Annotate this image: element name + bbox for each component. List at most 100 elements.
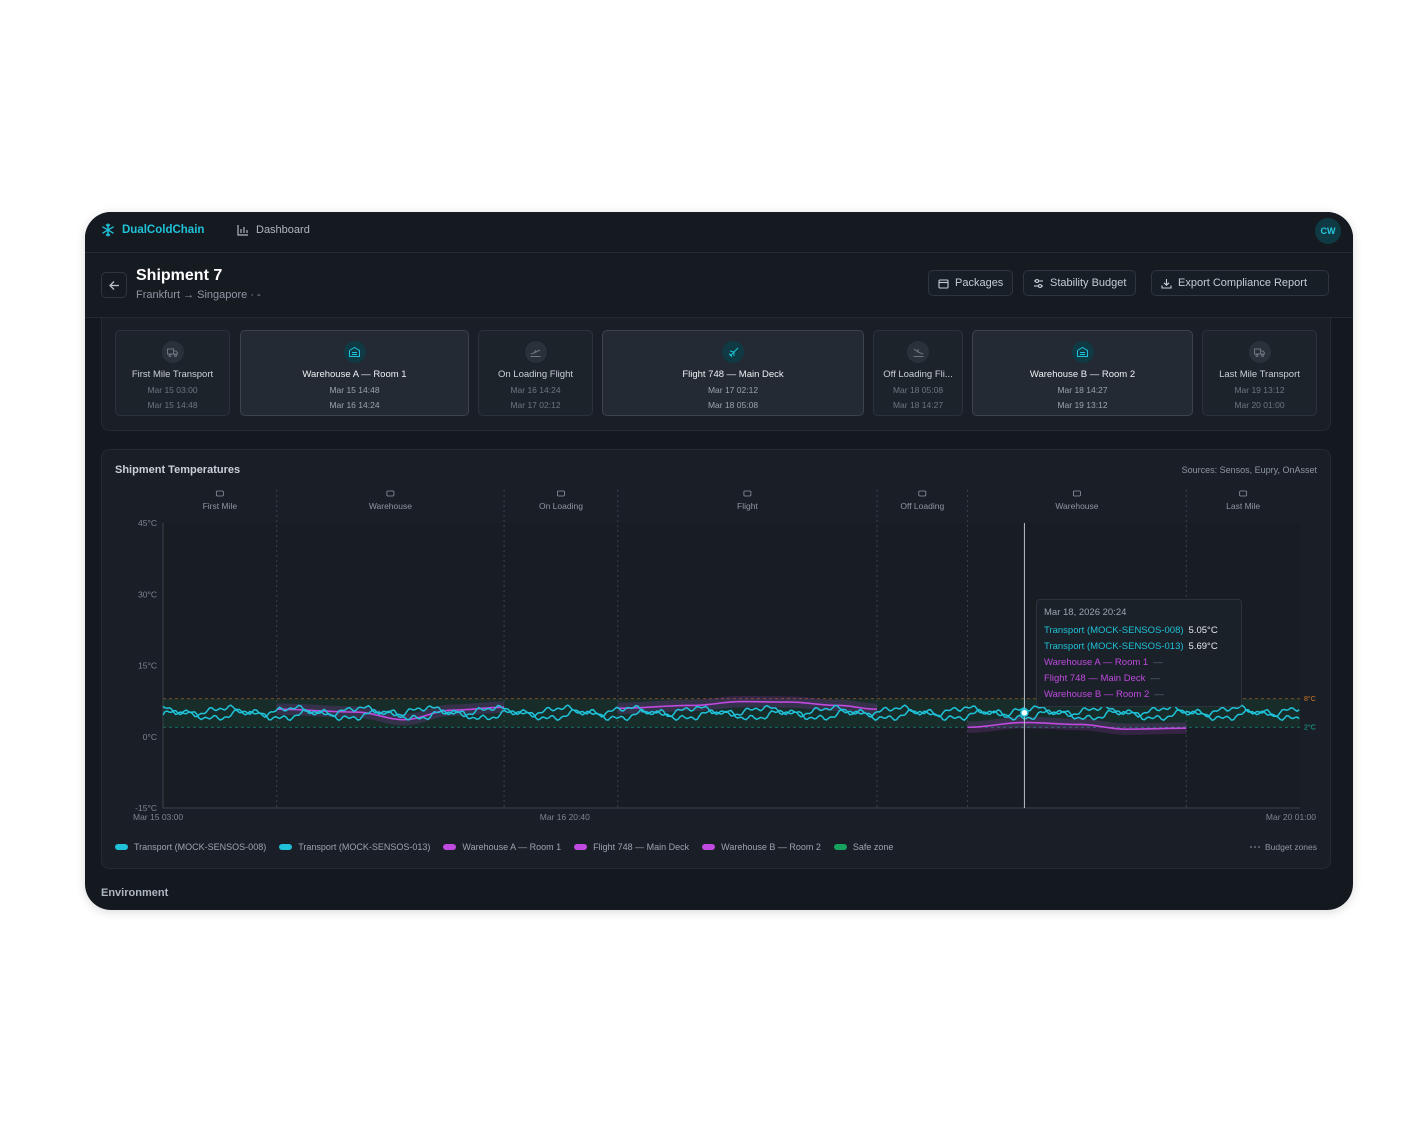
legend-swatch <box>702 844 716 850</box>
tooltip-row: Warehouse B — Room 2 — <box>1044 689 1164 700</box>
warehouse-icon <box>343 341 366 363</box>
timeline-card-start: Mar 19 13:12 <box>1234 385 1285 395</box>
budget-low-label: 2°C <box>1304 723 1316 731</box>
temperature-chart-card: Shipment Temperatures Sources: Sensos, E… <box>101 449 1331 869</box>
plane-icon <box>722 341 744 363</box>
timeline-card-name: On Loading Flight <box>498 369 573 380</box>
phase-icon <box>386 490 395 497</box>
timeline-card-warehouse-b[interactable]: Warehouse B — Room 2 Mar 18 14:27 Mar 19… <box>972 330 1193 416</box>
legend-swatch <box>115 844 128 850</box>
y-tick-label: 45°C <box>138 518 157 528</box>
timeline-card-on-loading[interactable]: On Loading Flight Mar 16 14:24 Mar 17 02… <box>478 330 593 416</box>
tooltip-row: Flight 748 — Main Deck — <box>1044 673 1160 684</box>
back-button[interactable] <box>101 272 127 298</box>
legend-label: Transport (MOCK-SENSOS-013) <box>298 842 431 852</box>
legend-item[interactable]: Transport (MOCK-SENSOS-013) <box>279 842 430 852</box>
y-tick-label: -15°C <box>135 803 157 813</box>
legend-item[interactable]: Transport (MOCK-SENSOS-008) <box>115 842 266 852</box>
snowflake-icon <box>102 223 114 237</box>
export-report-button[interactable]: Export Compliance Report <box>1151 270 1329 296</box>
timeline-card-end: Mar 17 02:12 <box>510 400 561 410</box>
top-nav: DualColdChain Dashboard CW <box>85 212 1353 253</box>
tooltip-row: Transport (MOCK-SENSOS-008) 5.05°C <box>1044 625 1218 636</box>
avatar[interactable]: CW <box>1315 218 1341 244</box>
phase-icon <box>215 490 224 497</box>
timeline-card-start: Mar 18 05:08 <box>892 385 944 395</box>
cursor-point <box>1020 708 1029 718</box>
timeline-card-start: Mar 15 14:48 <box>329 385 380 395</box>
phase-label: Warehouse <box>369 501 412 511</box>
legend-swatch <box>443 844 457 850</box>
export-report-label: Export Compliance Report <box>1178 277 1308 289</box>
nav-dashboard-label: Dashboard <box>256 224 310 236</box>
timeline-card-name: Warehouse B — Room 2 <box>1029 369 1136 380</box>
tooltip-label: Warehouse A — Room 1 <box>1044 657 1149 668</box>
dashed-line-icon <box>1250 846 1261 848</box>
tooltip-label: Flight 748 — Main Deck <box>1044 673 1146 684</box>
plane-landing-icon <box>907 341 929 363</box>
tooltip-value: — <box>1154 689 1164 700</box>
series-line <box>162 704 1300 718</box>
phase-icon <box>1073 490 1081 497</box>
timeline-card-start: Mar 15 03:00 <box>147 385 198 395</box>
page-header: Shipment 7 Frankfurt → Singapore · - Pac… <box>85 253 1353 318</box>
timeline-card-end: Mar 18 05:08 <box>707 400 759 410</box>
x-tick-label: Mar 20 01:00 <box>1266 812 1316 822</box>
y-tick-label: 30°C <box>138 589 157 599</box>
timeline-card-end: Mar 20 01:00 <box>1234 400 1285 410</box>
timeline-card-last-mile[interactable]: Last Mile Transport Mar 19 13:12 Mar 20 … <box>1202 330 1317 416</box>
series-line <box>162 708 1300 722</box>
budget-zones-legend: Budget zones <box>1250 842 1317 852</box>
warehouse-icon <box>1071 341 1094 363</box>
timeline-card-name: Last Mile Transport <box>1219 369 1300 380</box>
truck-icon <box>161 341 184 363</box>
arrow-left-icon <box>108 280 119 290</box>
brand-name: DualColdChain <box>122 224 205 236</box>
timeline-card-first-mile[interactable]: First Mile Transport Mar 15 03:00 Mar 15… <box>115 330 230 416</box>
chart-legend: Transport (MOCK-SENSOS-008) Transport (M… <box>115 842 893 852</box>
stability-budget-button[interactable]: Stability Budget <box>1023 270 1137 296</box>
sliders-icon <box>1034 278 1043 288</box>
plane-takeoff-icon <box>524 341 547 363</box>
app-window: DualColdChain Dashboard CW Shipment 7 Fr… <box>85 212 1353 910</box>
legend-swatch <box>279 844 293 850</box>
timeline-card-name: Flight 748 — Main Deck <box>682 369 784 380</box>
timeline-card-warehouse-a[interactable]: Warehouse A — Room 1 Mar 15 14:48 Mar 16… <box>240 330 469 416</box>
y-tick-label: 0°C <box>143 732 157 742</box>
brand-logo[interactable]: DualColdChain <box>101 223 204 237</box>
tooltip-value: 5.05°C <box>1188 625 1218 636</box>
legend-label: Warehouse B — Room 2 <box>721 842 821 852</box>
x-tick-label: Mar 15 03:00 <box>133 812 183 822</box>
stability-budget-label: Stability Budget <box>1050 277 1127 289</box>
legend-item[interactable]: Warehouse A — Room 1 <box>443 842 561 852</box>
legend-item[interactable]: Flight 748 — Main Deck <box>574 842 689 852</box>
phase-label: Last Mile <box>1226 501 1260 511</box>
tooltip-value: 5.69°C <box>1188 641 1218 652</box>
series-band <box>967 716 1187 735</box>
nav-dashboard[interactable]: Dashboard <box>237 224 310 236</box>
page-title: Shipment 7 <box>136 267 223 284</box>
legend-item[interactable]: Warehouse B — Room 2 <box>702 842 821 852</box>
series-line <box>967 721 1187 730</box>
phase-icon <box>918 490 927 497</box>
packages-label: Packages <box>955 277 1004 289</box>
chart-title: Shipment Temperatures <box>115 464 241 476</box>
timeline-card-name: Warehouse A — Room 1 <box>302 369 407 380</box>
timeline-card-end: Mar 19 13:12 <box>1057 400 1108 410</box>
shipment-timeline: First Mile Transport Mar 15 03:00 Mar 15… <box>101 318 1331 431</box>
phase-label: First Mile <box>203 501 238 511</box>
packages-button[interactable]: Packages <box>928 270 1014 296</box>
series-band <box>276 701 505 726</box>
legend-swatch <box>833 844 847 850</box>
phase-icon <box>557 490 565 497</box>
phase-icon <box>1239 490 1248 497</box>
package-icon <box>938 278 949 289</box>
timeline-card-off-loading[interactable]: Off Loading Fli... Mar 18 05:08 Mar 18 1… <box>873 330 963 416</box>
y-tick-label: 15°C <box>138 661 157 671</box>
timeline-card-flight[interactable]: Flight 748 — Main Deck Mar 17 02:12 Mar … <box>602 330 864 416</box>
phase-label: On Loading <box>539 501 583 511</box>
budget-zones-label: Budget zones <box>1265 842 1317 852</box>
tooltip-value: — <box>1153 657 1163 668</box>
legend-item[interactable]: Safe zone <box>833 842 893 852</box>
truck-icon <box>1248 341 1271 363</box>
